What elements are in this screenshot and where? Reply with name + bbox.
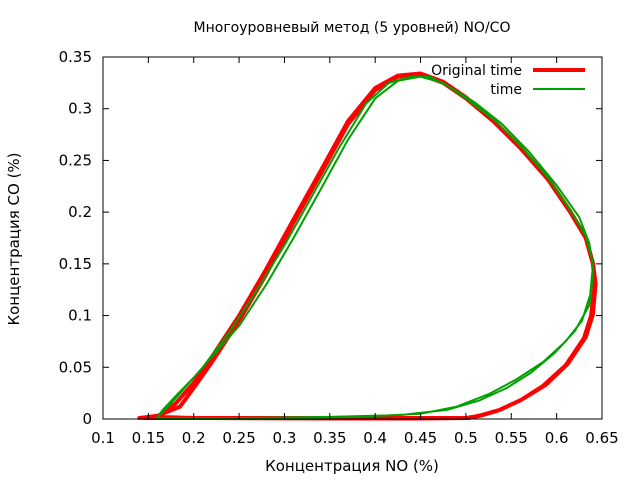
x-tick-label: 0.3 [273,429,297,447]
x-tick-label: 0.65 [585,429,618,447]
y-tick-label: 0.3 [68,100,92,118]
x-tick-label: 0.15 [132,429,165,447]
x-axis-title: Концентрация NO (%) [265,457,439,475]
x-tick-label: 0.55 [495,429,528,447]
y-tick-label: 0.35 [59,48,92,66]
y-tick-label: 0.2 [68,203,92,221]
y-axis-title: Концентрация CO (%) [5,152,23,325]
series-line-1 [156,75,594,419]
legend-label-1: time [490,82,522,98]
x-tick-label: 0.25 [222,429,255,447]
y-tick-label: 0.15 [59,255,92,273]
tick-labels: 0.1 0.15 0.2 0.25 0.3 0.35 0.4 0.45 0.5 0.55 0.6 0.… [59,48,619,447]
x-tick-label: 0.6 [545,429,569,447]
chart-title: Многоуровневый метод (5 уровней) NO/CO [194,20,511,36]
y-tick-label: 0.05 [59,358,92,376]
x-tick-label: 0.45 [404,429,437,447]
y-tick-label: 0.1 [68,307,92,325]
x-tick-label: 0.1 [91,429,115,447]
y-tick-label: 0 [82,410,92,428]
legend-label-0: Original time [431,63,522,79]
plot-lines [137,71,598,421]
x-tick-label: 0.4 [363,429,387,447]
y-tick-label: 0.25 [59,151,92,169]
legend: Original time time [431,63,585,98]
plot-frame [102,56,603,420]
x-tick-label: 0.35 [313,429,346,447]
x-tick-label: 0.5 [454,429,478,447]
x-tick-label: 0.2 [182,429,206,447]
